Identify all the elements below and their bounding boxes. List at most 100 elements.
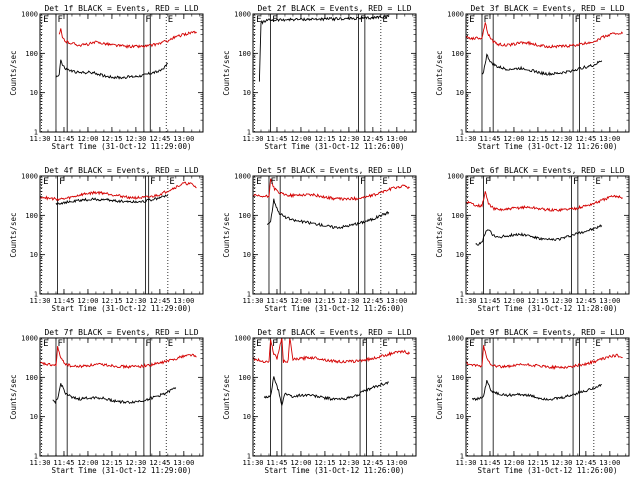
x-tick-label-3-0: 11:30: [455, 135, 476, 143]
series-lld-5: [253, 178, 410, 202]
y-tick-label-7-2: 100: [25, 374, 38, 382]
y-axis-label-5: Counts/sec: [222, 212, 231, 257]
y-tick-label-6-0: 1: [460, 291, 464, 299]
chart-title-6: Det 6f BLACK = Events, RED = LLD: [470, 166, 624, 175]
series-events-2: [258, 14, 390, 82]
marker-label-7-5: E: [168, 339, 173, 349]
marker-label-6-0: E: [469, 177, 474, 187]
series-lld-1: [58, 28, 197, 49]
chart-panel-4: Det 4f BLACK = Events, RED = LLD E F F E 1 10 1…: [9, 166, 204, 313]
y-tick-label-8-0: 1: [247, 453, 251, 461]
y-tick-label-3-2: 100: [451, 50, 464, 58]
series-lld-4: [40, 181, 197, 202]
marker-label-5-1: F: [270, 177, 275, 187]
x-tick-label-9-5: 12:45: [575, 459, 596, 467]
series-events-5: [267, 198, 390, 230]
x-tick-label-5-2: 12:00: [290, 297, 311, 305]
y-tick-label-7-0: 1: [34, 453, 38, 461]
y-axis-label-8: Counts/sec: [222, 374, 231, 419]
x-tick-label-5-0: 11:30: [242, 297, 263, 305]
x-tick-label-8-2: 12:00: [290, 459, 311, 467]
plot-frame-8: [252, 337, 417, 457]
x-tick-label-4-0: 11:30: [29, 297, 50, 305]
x-tick-label-2-1: 11:45: [266, 135, 287, 143]
x-tick-label-8-4: 12:30: [338, 459, 359, 467]
y-tick-label-9-3: 1000: [447, 335, 464, 343]
y-tick-label-8-1: 10: [243, 413, 251, 421]
y-tick-label-7-1: 10: [30, 413, 38, 421]
y-tick-label-5-0: 1: [247, 291, 251, 299]
x-axis-label-6: Start Time (31-Oct-12 11:28:00): [478, 304, 618, 313]
x-tick-label-3-5: 12:45: [575, 135, 596, 143]
x-tick-label-4-3: 12:15: [101, 297, 122, 305]
x-tick-label-2-2: 12:00: [290, 135, 311, 143]
x-tick-label-2-6: 13:00: [386, 135, 407, 143]
series-events-1: [55, 59, 168, 80]
y-tick-label-1-2: 100: [25, 50, 38, 58]
series-events-8: [263, 376, 389, 407]
y-tick-label-9-0: 1: [460, 453, 464, 461]
x-tick-label-4-5: 12:45: [149, 297, 170, 305]
marker-label-8-5: E: [382, 339, 387, 349]
x-tick-label-1-3: 12:15: [101, 135, 122, 143]
marker-label-7-1: F: [57, 339, 62, 349]
x-tick-label-7-3: 12:15: [101, 459, 122, 467]
x-tick-label-6-1: 11:45: [479, 297, 500, 305]
chart-title-4: Det 4f BLACK = Events, RED = LLD: [44, 166, 198, 175]
y-axis-label-1: Counts/sec: [9, 50, 18, 95]
marker-label-8-3: F: [362, 339, 367, 349]
x-tick-label-4-6: 13:00: [173, 297, 194, 305]
y-tick-label-2-0: 1: [247, 129, 251, 137]
marker-label-6-2: F: [573, 177, 578, 187]
series-lld-3: [466, 21, 623, 49]
marker-label-2-0: E: [256, 15, 261, 25]
marker-label-8-1: F: [272, 339, 277, 349]
x-tick-label-6-4: 12:30: [551, 297, 572, 305]
y-axis-label-9: Counts/sec: [435, 374, 444, 419]
y-tick-label-5-3: 1000: [234, 173, 251, 181]
x-tick-label-7-6: 13:00: [173, 459, 194, 467]
y-tick-label-2-2: 100: [238, 50, 251, 58]
series-lld-6: [466, 191, 623, 213]
y-tick-label-4-3: 1000: [21, 173, 38, 181]
x-tick-label-8-0: 11:30: [242, 459, 263, 467]
series-events-4: [55, 194, 169, 206]
x-tick-label-7-0: 11:30: [29, 459, 50, 467]
x-tick-label-3-6: 13:00: [599, 135, 620, 143]
x-tick-label-4-1: 11:45: [53, 297, 74, 305]
series-events-6: [475, 224, 603, 246]
marker-label-4-3: F: [150, 177, 155, 187]
plot-frame-6: [465, 175, 630, 295]
x-tick-label-3-2: 12:00: [503, 135, 524, 143]
y-tick-label-1-0: 1: [34, 129, 38, 137]
x-tick-label-7-4: 12:30: [125, 459, 146, 467]
y-tick-label-8-3: 1000: [234, 335, 251, 343]
marker-label-3-1: F: [483, 15, 488, 25]
x-tick-label-7-5: 12:45: [149, 459, 170, 467]
y-tick-label-6-3: 1000: [447, 173, 464, 181]
marker-label-3-3: F: [575, 15, 580, 25]
series-lld-8: [253, 338, 410, 364]
y-axis-label-4: Counts/sec: [9, 212, 18, 257]
y-tick-label-8-2: 100: [238, 374, 251, 382]
y-axis-label-7: Counts/sec: [9, 374, 18, 419]
x-tick-label-7-1: 11:45: [53, 459, 74, 467]
marker-label-2-4: E: [382, 15, 387, 25]
x-tick-label-5-6: 13:00: [386, 297, 407, 305]
marker-label-2-1: F: [272, 15, 277, 25]
y-axis-label-3: Counts/sec: [435, 50, 444, 95]
x-axis-label-2: Start Time (31-Oct-12 11:26:00): [265, 142, 405, 151]
y-axis-label-2: Counts/sec: [222, 50, 231, 95]
marker-label-1-1: F: [57, 15, 62, 25]
x-tick-label-9-0: 11:30: [455, 459, 476, 467]
x-tick-label-6-0: 11:30: [455, 297, 476, 305]
x-tick-label-6-3: 12:15: [527, 297, 548, 305]
marker-label-9-0: E: [469, 339, 474, 349]
marker-label-7-3: F: [145, 339, 150, 349]
